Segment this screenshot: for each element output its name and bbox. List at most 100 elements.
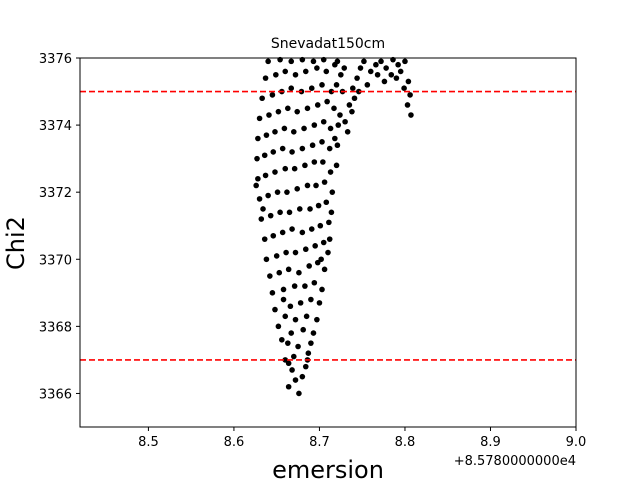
scatter-point: [334, 58, 341, 65]
scatter-point: [256, 115, 263, 122]
scatter-point: [314, 65, 320, 71]
scatter-point: [361, 58, 367, 65]
x-tick-label: 8.9: [480, 435, 501, 450]
scatter-point: [261, 152, 268, 159]
scatter-point: [273, 71, 279, 78]
scatter-point: [308, 85, 315, 91]
scatter-point: [267, 273, 273, 279]
x-tick-label: 8.6: [224, 435, 245, 450]
plot-area: [80, 58, 576, 427]
scatter-point: [332, 135, 338, 142]
scatter-point: [333, 162, 340, 169]
scatter-point: [262, 172, 269, 179]
scatter-point: [320, 239, 327, 246]
scatter-point: [326, 219, 332, 226]
scatter-point: [296, 206, 303, 212]
scatter-point: [262, 75, 269, 81]
scatter-point: [401, 85, 407, 91]
scatter-point: [284, 189, 290, 195]
scatter-point: [326, 145, 333, 152]
scatter-point: [280, 286, 287, 293]
scatter-point: [317, 222, 324, 229]
scatter-point: [270, 149, 277, 155]
scatter-point: [335, 122, 342, 128]
scatter-point: [294, 186, 301, 192]
y-tick-label: 3368: [39, 320, 72, 335]
scatter-point: [308, 296, 314, 303]
scatter-point: [265, 58, 271, 65]
y-tick-label: 3366: [39, 387, 72, 402]
scatter-point: [321, 179, 328, 185]
scatter-point: [378, 58, 384, 65]
scatter-point: [364, 82, 371, 88]
scatter-point: [334, 142, 341, 149]
scatter-point: [357, 65, 364, 71]
scatter-point: [308, 340, 314, 346]
scatter-point: [283, 249, 289, 256]
scatter-point: [282, 313, 289, 320]
plot-frame: [79, 57, 577, 428]
scatter-point: [288, 330, 295, 336]
scatter-point: [323, 199, 330, 206]
scatter-point: [315, 202, 322, 209]
scatter-point: [374, 71, 381, 78]
scatter-point: [279, 145, 286, 152]
scatter-point: [328, 209, 335, 216]
scatter-point: [300, 326, 307, 333]
x-tick-label: 8.5: [138, 435, 159, 450]
scatter-point: [253, 182, 259, 189]
scatter-point: [297, 300, 304, 306]
scatter-point: [407, 92, 413, 98]
scatter-point: [306, 263, 312, 269]
scatter-point: [313, 182, 319, 189]
scatter-point: [393, 75, 400, 81]
scatter-point: [254, 155, 260, 162]
scatter-point: [282, 68, 289, 75]
scatter-point: [350, 85, 356, 91]
scatter-point: [327, 169, 334, 175]
scatter-point: [299, 145, 306, 152]
scatter-point: [270, 232, 277, 239]
scatter-point: [326, 236, 333, 242]
scatter-point: [290, 353, 297, 360]
scatter-point: [318, 256, 324, 263]
reference-lines: [80, 90, 576, 361]
scatter-point: [275, 108, 282, 115]
scatter-point: [291, 165, 298, 172]
scatter-point: [282, 165, 289, 172]
x-axis-ticks: 8.5 8.6 8.7 8.8 8.9 9.0: [138, 427, 586, 450]
scatter-point: [291, 283, 298, 289]
scatter-point: [285, 383, 292, 390]
scatter-point: [289, 226, 295, 232]
scatter-point: [302, 283, 308, 289]
scatter-point: [258, 216, 265, 222]
scatter-point: [346, 102, 353, 108]
scatter-point: [281, 125, 288, 132]
scatter-point: [272, 129, 278, 135]
scatter-point: [351, 95, 358, 102]
scatter-point: [299, 373, 306, 380]
y-tick-label: 3374: [39, 119, 72, 134]
scatter-point: [256, 196, 263, 202]
y-tick-label: 3370: [39, 253, 72, 268]
scatter-point: [320, 159, 326, 165]
scatter-point: [337, 112, 343, 118]
scatter-point: [292, 316, 299, 323]
scatter-point: [310, 330, 317, 336]
scatter-point: [354, 75, 360, 81]
scatter-point: [255, 135, 261, 142]
x-axis-label: emersion: [272, 456, 384, 480]
scatter-point: [397, 68, 404, 75]
scatter-point: [319, 82, 325, 88]
scatter-point: [276, 269, 283, 276]
scatter-point: [285, 360, 292, 367]
scatter-point: [255, 175, 261, 182]
scatter-point: [323, 68, 330, 75]
scatter-point: [289, 367, 295, 373]
scatter-point: [308, 226, 315, 232]
scatter-point: [314, 259, 321, 266]
scatter-point: [265, 192, 271, 199]
scatter-point: [288, 58, 295, 65]
scatter-point: [404, 102, 411, 108]
